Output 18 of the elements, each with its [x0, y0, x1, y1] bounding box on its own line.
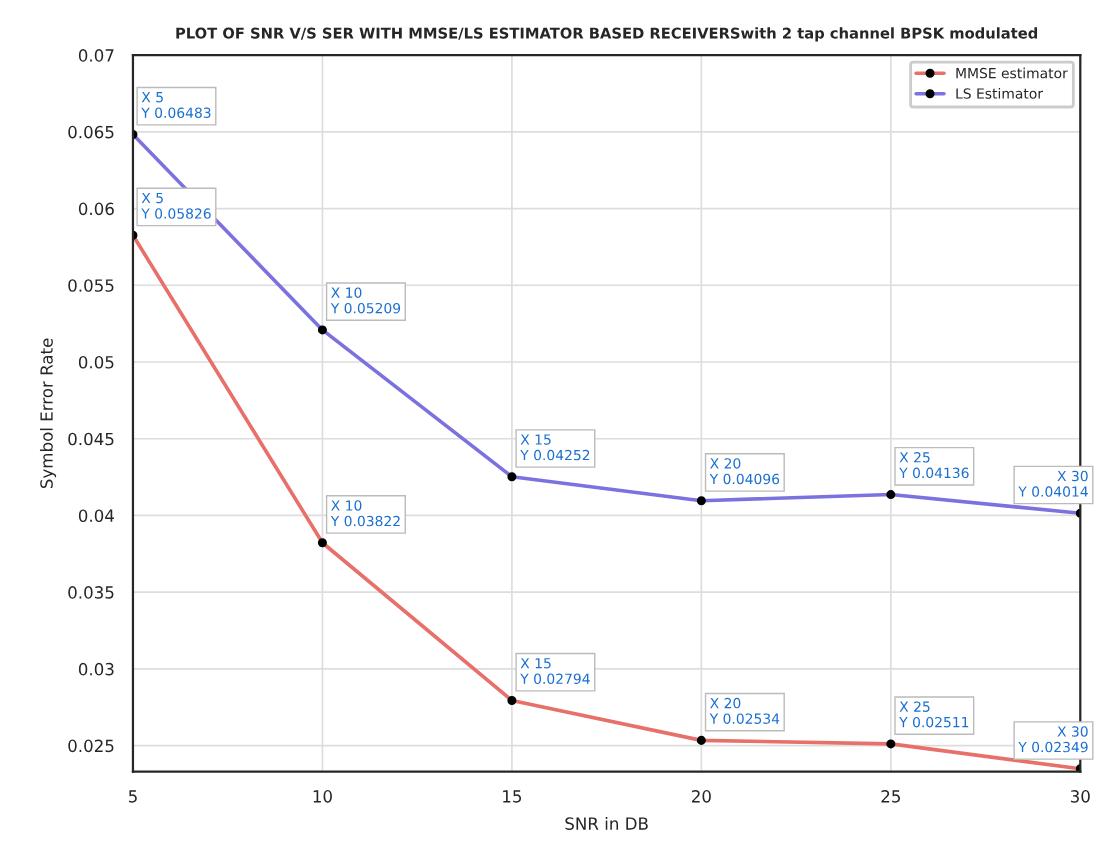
- y-tick-label: 0.03: [78, 662, 114, 676]
- x-tick-label: 10: [313, 790, 332, 803]
- y-tick-label: 0.035: [68, 586, 114, 599]
- y-axis-title: Symbol Error Rate: [39, 338, 57, 489]
- x-tick-label: 20: [691, 790, 711, 803]
- x-tick-label: 15: [503, 790, 522, 803]
- y-tick-label: 0.045: [68, 432, 114, 446]
- y-tick-label: 0.055: [68, 279, 114, 292]
- y-tick-label: 0.04: [78, 509, 114, 523]
- y-tick-label: 0.025: [68, 739, 114, 753]
- y-tick-label: 0.05: [78, 355, 114, 369]
- y-tick-label: 0.07: [78, 49, 114, 62]
- x-tick-label: 5: [128, 790, 137, 803]
- x-axis-title: SNR in DB: [565, 816, 648, 830]
- x-tick-label: 25: [881, 790, 900, 803]
- y-tick-label: 0.06: [78, 202, 114, 216]
- x-tick-label: 30: [1070, 790, 1090, 803]
- y-tick-label: 0.065: [68, 125, 114, 139]
